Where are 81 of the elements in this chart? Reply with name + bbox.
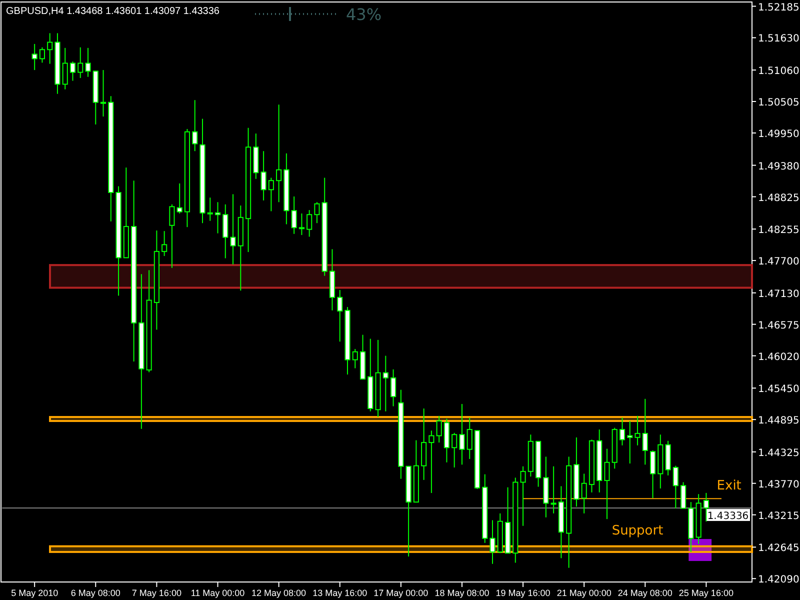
x-tick-label: 21 May 00:00 (556, 588, 612, 598)
y-tick-label: 1.47130 (758, 288, 800, 300)
x-tick-label: 25 May 16:00 (678, 588, 734, 598)
candlestick (207, 197, 213, 222)
candlestick (192, 100, 198, 152)
candlestick (306, 210, 312, 238)
x-tick-label: 7 May 16:00 (132, 588, 182, 598)
y-tick-label: 1.49380 (758, 161, 800, 172)
x-tick-label: 5 May 2010 (11, 588, 58, 598)
y-tick-label: 1.48825 (758, 192, 800, 204)
x-tick-label: 11 May 00:00 (190, 588, 245, 598)
candlestick (604, 448, 610, 520)
candlestick (459, 403, 465, 466)
y-tick-label: 1.51630 (758, 34, 800, 45)
candlestick (214, 202, 221, 234)
candlestick (382, 355, 388, 412)
y-tick-label: 1.51060 (758, 66, 800, 78)
candlestick (169, 204, 175, 268)
x-tick-label: 17 May 00:00 (374, 588, 428, 598)
candlestick (162, 230, 168, 256)
y-tick-label: 1.49950 (758, 128, 800, 140)
candlestick (352, 348, 358, 369)
ref-line-label: 1.43336 (707, 510, 749, 522)
candlestick (276, 104, 282, 203)
candlestick (47, 32, 53, 64)
candlestick (672, 465, 678, 509)
candlestick (62, 47, 68, 90)
y-tick-label: 1.47700 (758, 256, 800, 268)
candlestick (428, 430, 434, 494)
y-tick-label: 1.43215 (758, 510, 800, 522)
y-tick-label: 1.42645 (758, 543, 800, 554)
candlestick (421, 408, 427, 480)
candlestick (634, 415, 640, 446)
candlestick (268, 177, 274, 212)
x-tick-label: 19 May 16:00 (496, 588, 550, 598)
chart-title: GBPUSD,H4 1.43468 1.43601 1.43097 1.43336 (6, 6, 220, 17)
candlestick (230, 194, 236, 265)
y-tick-label: 1.42090 (758, 574, 800, 586)
annotation: 43% (346, 5, 382, 24)
candlestick (520, 466, 526, 526)
candlestick (581, 473, 587, 514)
y-tick-label: 1.44895 (758, 416, 800, 427)
candlestick (619, 417, 626, 446)
candlestick (39, 46, 45, 64)
x-tick-label: 12 May 08:00 (252, 588, 306, 598)
candlestick (452, 432, 458, 468)
candlestick (85, 47, 91, 78)
candlestick (222, 204, 228, 259)
candlestick (642, 398, 648, 466)
candlestick (291, 196, 297, 234)
candlestick (490, 520, 496, 564)
candlestick (650, 450, 656, 499)
ref-line-label: Exit (716, 478, 742, 494)
y-tick-label: 1.46020 (758, 352, 800, 363)
y-tick-label: 1.44325 (758, 448, 800, 459)
candlestick (466, 417, 472, 460)
candlestick (436, 415, 442, 444)
candlestick (100, 70, 106, 118)
x-tick-label: 18 May 08:00 (434, 588, 490, 598)
candlestick (550, 466, 556, 514)
candlestick (314, 202, 320, 224)
y-tick-label: 1.43770 (758, 479, 800, 490)
y-tick-label: 1.48255 (758, 225, 800, 236)
candlestick (70, 61, 76, 82)
candlestick (390, 368, 396, 407)
candlestick (32, 43, 38, 71)
candlestick (337, 290, 343, 342)
candlestick (176, 182, 182, 214)
candlestick (298, 212, 304, 236)
x-tick-label: 6 May 08:00 (70, 588, 120, 598)
band-label: Support (612, 523, 664, 538)
y-tick-label: 1.50505 (758, 98, 800, 108)
y-tick-label: 1.52185 (758, 2, 800, 14)
x-tick-label: 13 May 16:00 (312, 588, 368, 598)
candlestick (78, 46, 84, 78)
y-tick-label: 1.46575 (758, 320, 800, 332)
y-tick-label: 1.45450 (758, 384, 800, 396)
candlestick (680, 482, 686, 509)
candlestick (260, 150, 266, 201)
candlestick (627, 420, 633, 464)
x-tick-label: 24 May 08:00 (618, 588, 672, 598)
